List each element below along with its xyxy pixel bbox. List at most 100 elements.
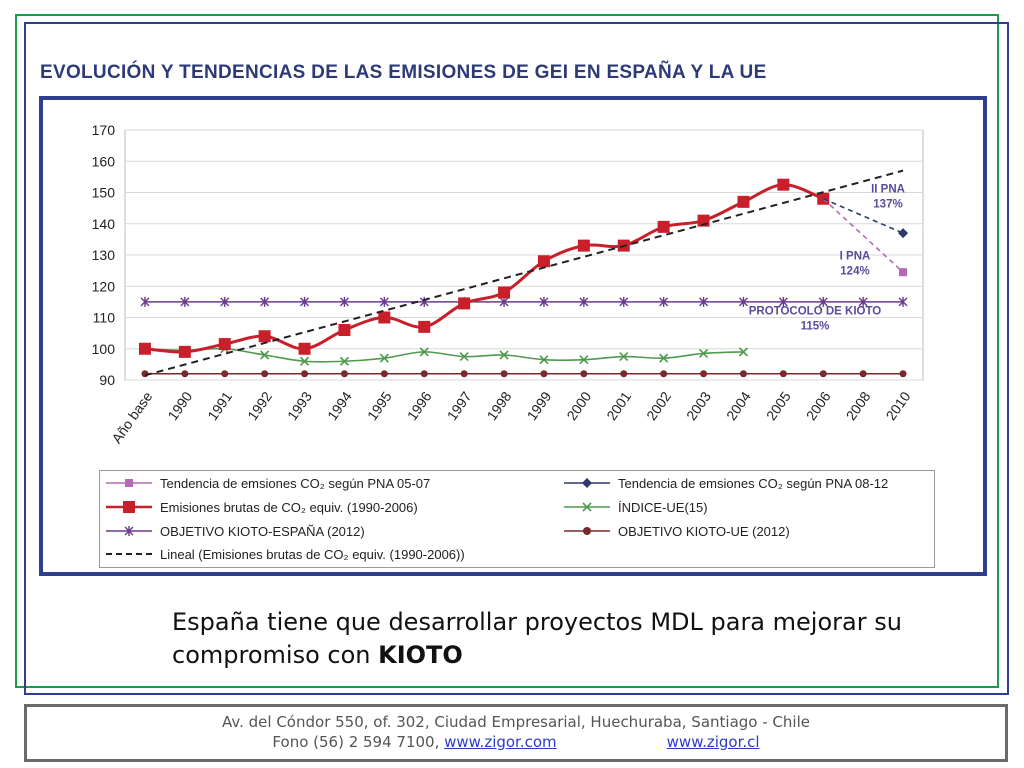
point-kioto-espana <box>778 296 788 307</box>
point-emisiones <box>657 220 670 233</box>
y-tick-label: 100 <box>92 341 116 357</box>
annotation-value: 124% <box>840 266 869 278</box>
point-kioto-ue <box>221 370 229 378</box>
legend-label: OBJETIVO KIOTO-UE (2012) <box>618 523 790 539</box>
point-kioto-ue <box>899 370 907 378</box>
point-emisiones <box>218 338 231 351</box>
annotation-value: 137% <box>873 199 902 211</box>
series-line-4 <box>144 169 904 377</box>
point-kioto-ue <box>700 370 708 378</box>
footer-link-com[interactable]: www.zigor.com <box>444 733 557 751</box>
x-tick-label: 2001 <box>603 388 634 423</box>
y-tick-label: 120 <box>92 278 116 294</box>
x-tick-label: 2006 <box>803 388 834 423</box>
point-kioto-ue <box>500 370 508 378</box>
annotation-label: PROTOCOLO DE KIOTO <box>749 305 882 317</box>
x-tick-label: 1992 <box>244 388 275 423</box>
point-indice-ue <box>698 348 709 359</box>
point-kioto-espana <box>300 296 310 307</box>
y-tick-label: 90 <box>99 372 115 388</box>
point-emisiones <box>178 345 191 358</box>
annotation-label: I PNA <box>840 251 871 263</box>
point-kioto-ue <box>420 370 428 378</box>
footer-contact: Fono (56) 2 594 7100, www.zigor.com www.z… <box>27 733 1005 751</box>
point-kioto-espana <box>220 296 230 307</box>
annotation-value: 115% <box>801 320 830 332</box>
legend-label: ÍNDICE-UE(15) <box>618 499 708 515</box>
point-kioto-ue <box>580 370 588 378</box>
y-tick-label: 160 <box>92 153 116 169</box>
point-indice-ue <box>379 353 389 363</box>
point-kioto-espana <box>818 296 828 307</box>
legend-item-emisiones: Emisiones brutas de CO₂ equiv. (1990-200… <box>104 496 418 518</box>
point-emisiones <box>458 297 471 310</box>
y-tick-label: 130 <box>92 247 116 263</box>
x-tick-label: 1995 <box>364 388 395 423</box>
point-kioto-ue <box>859 370 867 378</box>
x-tick-label: 1991 <box>204 388 235 423</box>
point-kioto-espana <box>140 296 150 307</box>
footer-phone: Fono (56) 2 594 7100, <box>272 733 445 751</box>
point-indice-ue <box>499 350 509 360</box>
slide-caption: España tiene que desarrollar proyectos M… <box>172 606 932 672</box>
point-emisiones <box>298 342 311 355</box>
point-kioto-espana <box>379 296 389 307</box>
point-indice-ue <box>419 347 429 357</box>
point-kioto-espana <box>659 296 669 307</box>
point-kioto-espana <box>499 296 509 307</box>
point-kioto-espana <box>260 296 270 307</box>
legend-item-kioto-espana: OBJETIVO KIOTO-ESPAÑA (2012) <box>104 520 365 542</box>
point-kioto-espana <box>898 296 908 307</box>
legend-item-kioto-ue: OBJETIVO KIOTO-UE (2012) <box>562 520 790 542</box>
point-kioto-ue <box>620 370 628 378</box>
legend-label: Tendencia de emsiones CO₂ según PNA 05-0… <box>160 475 431 491</box>
footer-link-cl[interactable]: www.zigor.cl <box>666 733 760 751</box>
point-indice-ue <box>459 351 469 362</box>
point-emisiones <box>418 320 431 333</box>
x-tick-label: 1999 <box>523 388 554 423</box>
x-tick-label: 2004 <box>723 388 754 423</box>
x-tick-label: 2003 <box>683 388 714 423</box>
legend-item-lineal: Lineal (Emisiones brutas de CO₂ equiv. (… <box>104 543 465 565</box>
outer-blue-frame <box>24 22 1009 695</box>
outer-green-frame <box>15 14 999 688</box>
series-line-1 <box>144 347 744 363</box>
x-tick-label: 2000 <box>563 388 594 423</box>
point-kioto-ue <box>340 370 348 378</box>
series-line-6 <box>822 198 904 234</box>
point-kioto-ue <box>819 370 827 378</box>
point-kioto-ue <box>739 370 747 378</box>
x-tick-label: 2005 <box>763 388 794 423</box>
point-indice-ue <box>619 351 629 362</box>
point-indice-ue <box>299 356 310 366</box>
x-tick-label: 1998 <box>484 388 515 423</box>
x-tick-label: 1993 <box>284 388 315 423</box>
point-indice-ue <box>659 353 669 363</box>
point-emisiones <box>577 239 590 252</box>
x-tick-label: 1994 <box>324 388 355 423</box>
legend-label: Tendencia de emsiones CO₂ según PNA 08-1… <box>618 475 889 491</box>
legend-label: Lineal (Emisiones brutas de CO₂ equiv. (… <box>160 546 465 562</box>
point-indice-ue <box>579 355 589 365</box>
point-emisiones <box>737 195 750 208</box>
point-kioto-ue <box>540 370 548 378</box>
footer-box: Av. del Cóndor 550, of. 302, Ciudad Empr… <box>24 704 1008 762</box>
point-kioto-ue <box>181 370 189 378</box>
caption-text: España tiene que desarrollar proyectos M… <box>172 608 902 669</box>
point-pna0812 <box>898 228 909 239</box>
chart-panel: 90 100 110 120 130 140 150 160 170 Año base 1990 19… <box>39 96 987 576</box>
point-kioto-ue <box>460 370 468 378</box>
point-indice-ue <box>260 350 270 360</box>
point-kioto-ue <box>261 370 269 378</box>
y-tick-label: 150 <box>92 185 116 201</box>
point-indice-ue <box>539 355 549 365</box>
legend-label: Emisiones brutas de CO₂ equiv. (1990-200… <box>160 499 418 515</box>
point-emisiones <box>498 286 511 299</box>
point-pna0507 <box>899 268 908 277</box>
footer-address: Av. del Cóndor 550, of. 302, Ciudad Empr… <box>222 713 810 731</box>
x-tick-label: 1996 <box>404 388 435 423</box>
point-kioto-espana <box>699 296 709 307</box>
point-emisiones <box>378 311 391 324</box>
y-tick-label: 140 <box>92 216 116 232</box>
point-kioto-ue <box>380 370 388 378</box>
